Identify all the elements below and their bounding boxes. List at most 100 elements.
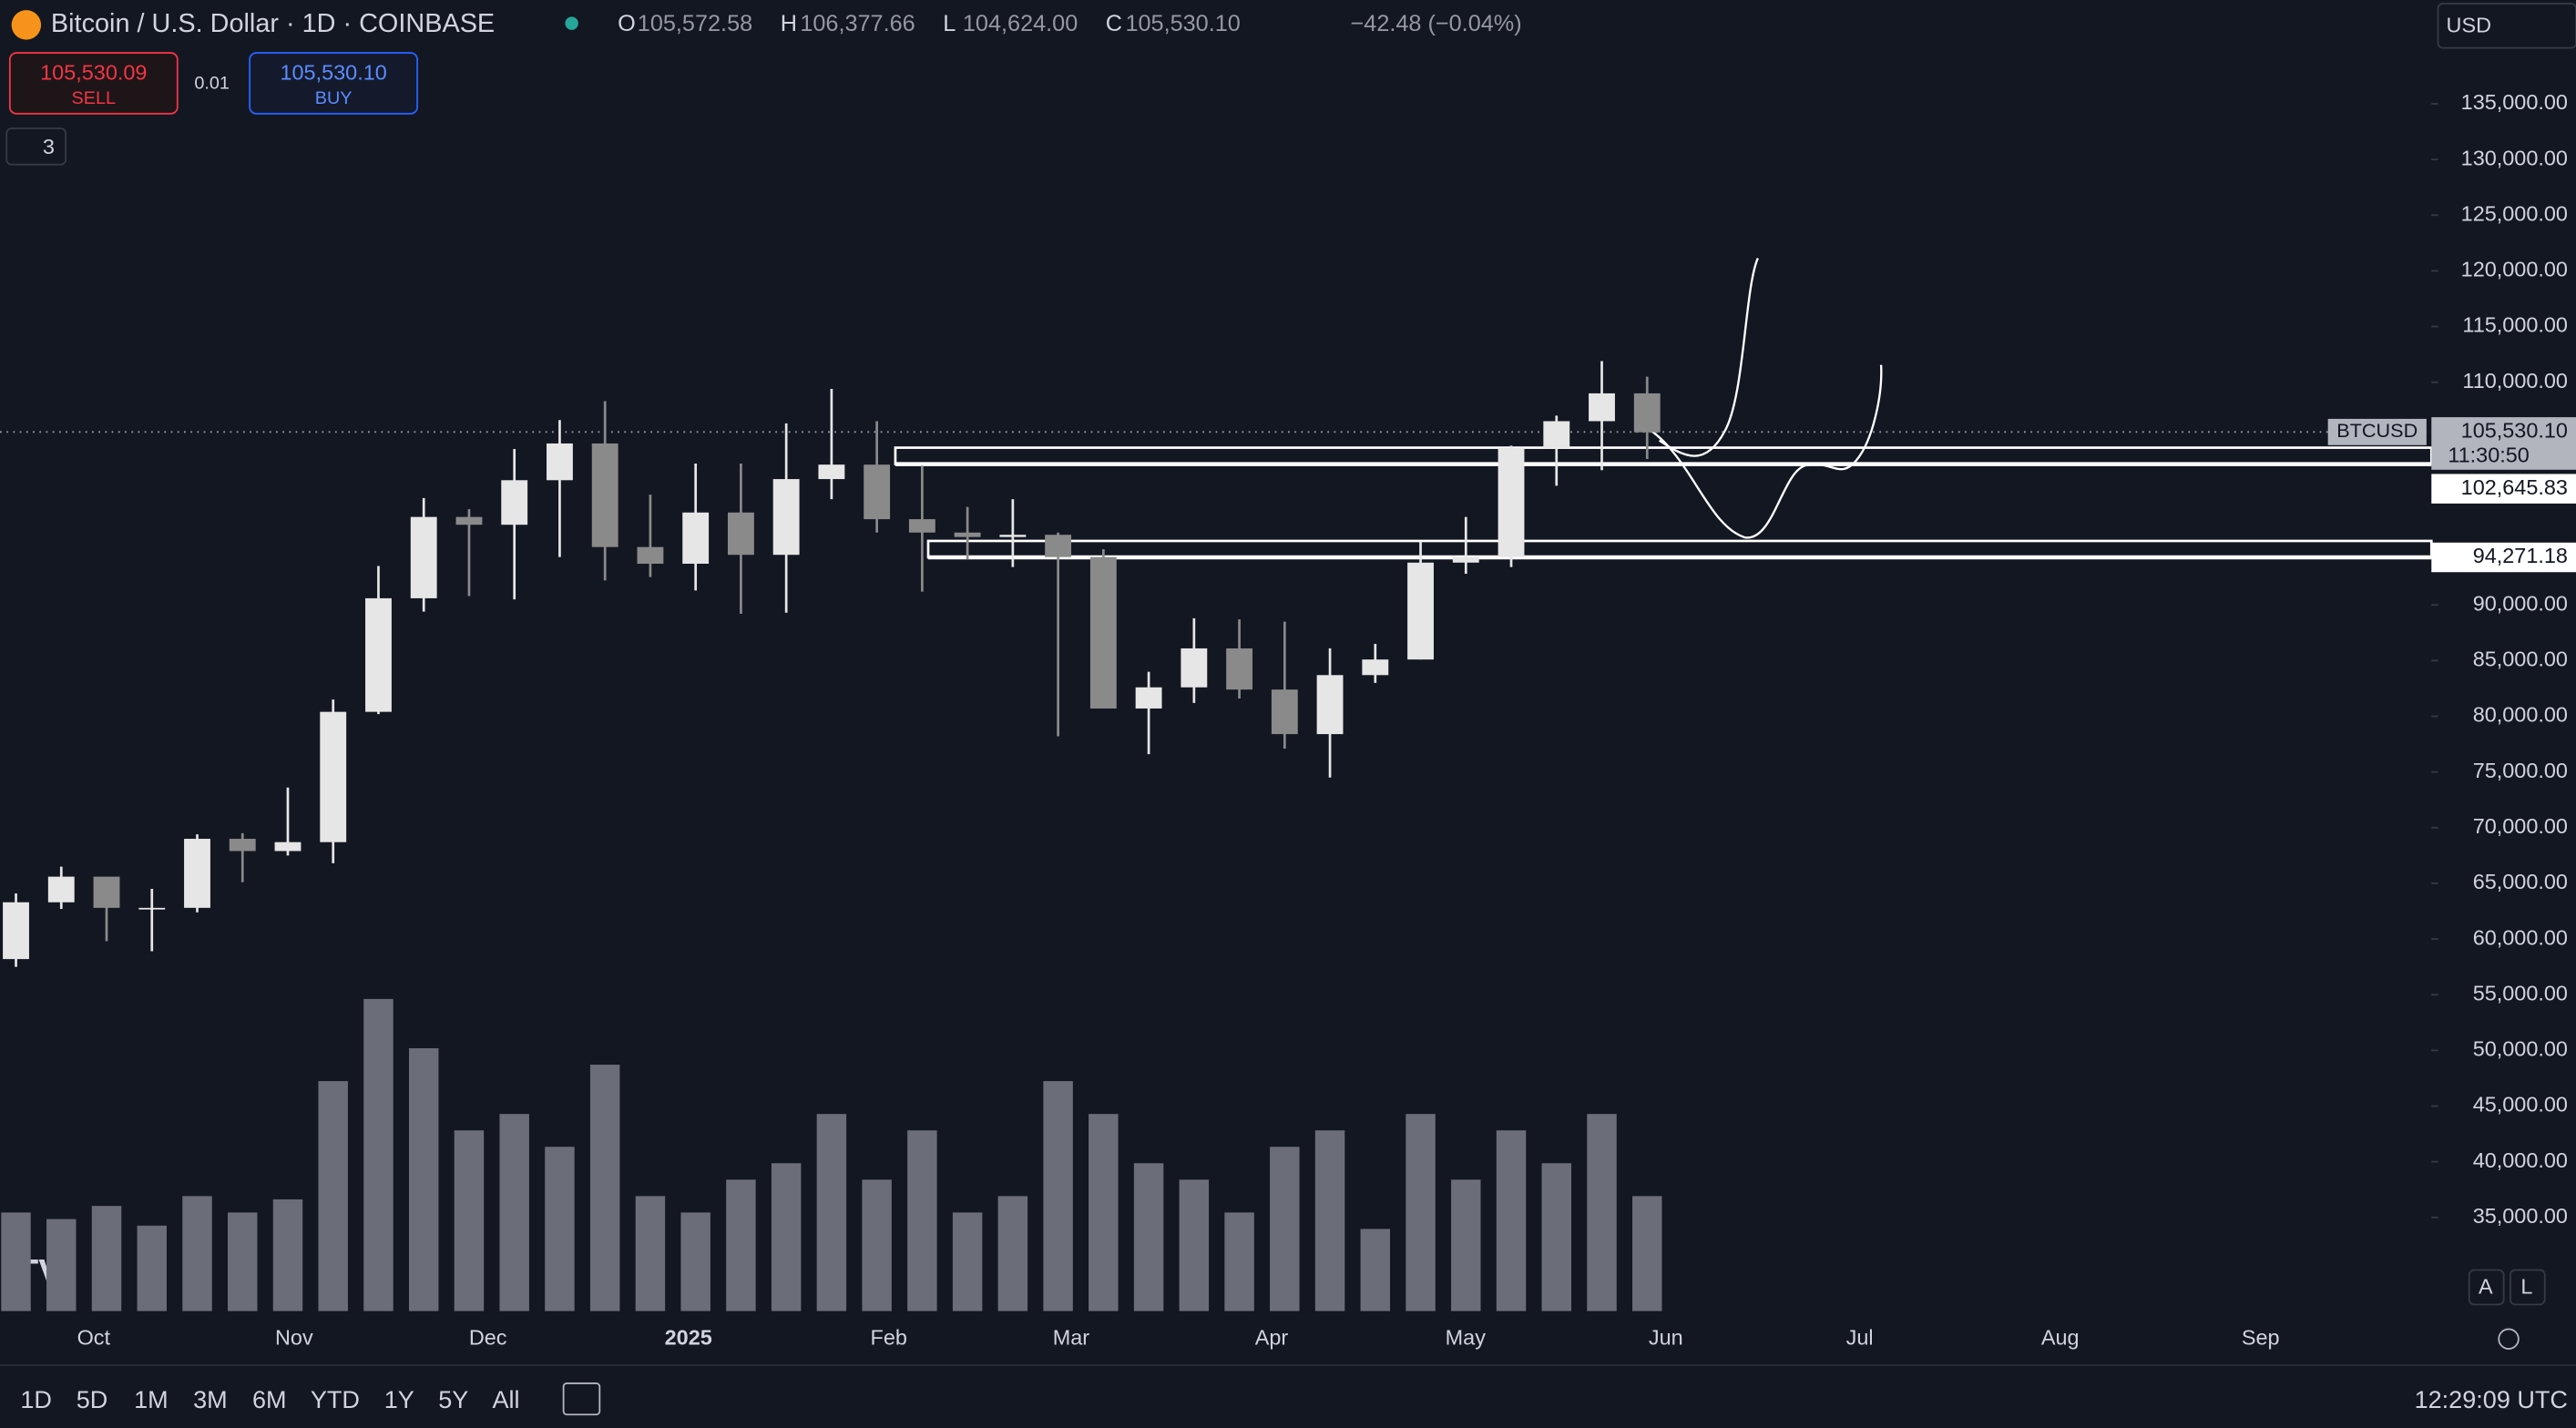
candle-body (1407, 562, 1434, 660)
x-tick-label: May (1446, 1325, 1487, 1349)
x-tick-label: Jul (1846, 1325, 1874, 1349)
y-tick-label: 80,000.00 (2473, 703, 2568, 727)
range-button[interactable]: 1M (134, 1386, 169, 1413)
range-button[interactable]: 1Y (384, 1386, 414, 1413)
x-tick-label: Aug (2041, 1325, 2080, 1349)
y-tick-label: 135,000.00 (2461, 90, 2568, 114)
scale-button[interactable]: A (2479, 1275, 2493, 1299)
y-tick-label: 90,000.00 (2473, 591, 2568, 615)
volume-bar (46, 1219, 77, 1311)
volume-bar (1406, 1114, 1436, 1311)
volume-bar (454, 1130, 485, 1311)
x-tick-label: Dec (469, 1325, 507, 1349)
scale-button-box[interactable] (2509, 1269, 2546, 1306)
date-range-icon[interactable] (562, 1382, 601, 1416)
y-tick-label: 120,000.00 (2461, 258, 2568, 281)
y-tick-label: 130,000.00 (2461, 146, 2568, 169)
range-button[interactable]: 1D (20, 1386, 52, 1413)
btc-icon (11, 10, 42, 40)
candle-body (365, 597, 392, 712)
currency-select[interactable] (2437, 3, 2576, 49)
volume-bar (1360, 1229, 1391, 1311)
candle-body (772, 479, 800, 556)
candle-body (999, 535, 1027, 537)
indicators-toggle[interactable] (5, 128, 67, 166)
y-tick-label: 115,000.00 (2462, 313, 2568, 337)
symbol: BTCUSD (2336, 419, 2418, 442)
range-button[interactable]: 3M (193, 1386, 228, 1413)
candle-body (908, 519, 935, 533)
x-tick-label: Mar (1053, 1325, 1090, 1349)
ohlc-value: 104,624.00 (963, 11, 1078, 36)
volume-bar (1179, 1179, 1210, 1311)
ohlc-value: 105,572.58 (638, 11, 752, 36)
volume-bar (816, 1114, 847, 1311)
candle-body (547, 443, 573, 481)
volume-bar (1496, 1130, 1527, 1311)
candle-body (727, 512, 754, 556)
volume-bar (272, 1198, 303, 1311)
volume-bar (363, 998, 394, 1311)
countdown: 11:30:50 (2448, 444, 2530, 467)
volume-bar (771, 1163, 802, 1311)
y-tick-label: 40,000.00 (2473, 1148, 2568, 1172)
y-tick-label: 35,000.00 (2473, 1204, 2568, 1228)
candle-body (1498, 447, 1525, 557)
ohlc-value: 105,530.10 (1125, 11, 1240, 36)
candle-body (1633, 393, 1661, 433)
y-tick-label: 110,000.00 (2462, 369, 2568, 393)
candle-body (1452, 556, 1479, 563)
candle-body (3, 902, 29, 960)
range-button[interactable]: YTD (311, 1386, 360, 1413)
x-tick-label: Nov (275, 1325, 313, 1349)
x-tick-label: Sep (2242, 1325, 2280, 1349)
volume-bar (182, 1196, 212, 1311)
ohlc-key: C (1106, 11, 1122, 36)
candle-body (591, 443, 618, 547)
candle-body (864, 464, 891, 520)
indicators-count: 3 (43, 135, 55, 158)
y-tick-label: 60,000.00 (2473, 925, 2568, 949)
scale-button-box[interactable] (2468, 1269, 2505, 1306)
volume-bar (589, 1065, 620, 1311)
settings-icon[interactable] (2498, 1328, 2520, 1350)
candle-body (637, 546, 664, 564)
range-button[interactable]: 5Y (438, 1386, 468, 1413)
x-tick-label: Oct (77, 1325, 111, 1349)
volume-bar (1089, 1114, 1119, 1311)
scale-button[interactable]: L (2520, 1275, 2532, 1299)
candle-body (410, 516, 437, 598)
volume-bar (318, 1081, 348, 1311)
volume-bar (1314, 1130, 1345, 1311)
candle-body (455, 516, 483, 525)
volume-bar (680, 1212, 710, 1311)
buy-label: BUY (315, 88, 353, 108)
volume-bar (91, 1206, 122, 1311)
y-tick-label: 125,000.00 (2461, 201, 2568, 225)
range-button[interactable]: 6M (252, 1386, 287, 1413)
currency: USD (2447, 13, 2491, 36)
candle-body (1089, 556, 1117, 709)
range-button[interactable]: 5D (77, 1386, 108, 1413)
candle-body (274, 842, 302, 852)
spread: 0.01 (194, 74, 230, 94)
x-tick-label: Jun (1649, 1325, 1683, 1349)
candle-body (138, 907, 166, 910)
volume-bar (726, 1179, 756, 1311)
volume-bar (1632, 1196, 1662, 1311)
ohlc-value: 106,377.66 (800, 11, 915, 36)
symbol-title: Bitcoin / U.S. Dollar · 1D · COINBASE (51, 9, 495, 38)
range-button[interactable]: All (492, 1386, 519, 1413)
buy-button[interactable] (249, 52, 419, 115)
level-label-box (2431, 474, 2576, 504)
y-tick-label: 65,000.00 (2473, 870, 2568, 893)
sell-button[interactable] (8, 52, 179, 115)
y-tick-label: 85,000.00 (2473, 648, 2568, 671)
candle-body (1181, 648, 1208, 688)
candle-body (93, 876, 120, 908)
candle-body (1543, 421, 1570, 448)
candle-body (229, 839, 256, 852)
symbol-box (2327, 418, 2427, 445)
price-box (2431, 417, 2576, 470)
